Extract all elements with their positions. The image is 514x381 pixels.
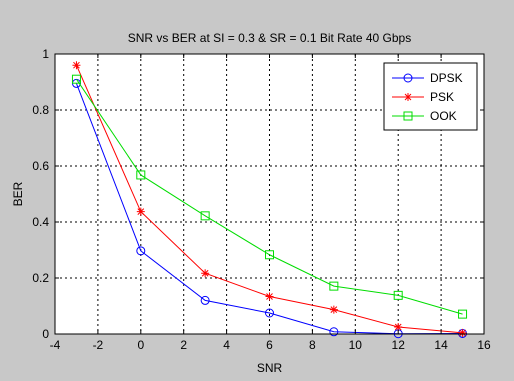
chart-title: SNR vs BER at SI = 0.3 & SR = 0.1 Bit Ra…: [128, 31, 411, 45]
data-point-psk: [394, 323, 403, 331]
y-tick-label: 0.8: [32, 103, 49, 117]
legend-marker-dpsk: [403, 73, 413, 83]
x-tick-label: 16: [477, 338, 491, 352]
x-tick-label: -2: [93, 338, 104, 352]
data-point-dpsk: [136, 246, 146, 256]
data-point-ook: [458, 309, 468, 319]
legend-item-psk: PSK: [392, 90, 454, 104]
data-point-ook: [393, 290, 403, 300]
y-tick-label: 0.4: [32, 215, 49, 229]
x-tick-label: 0: [137, 338, 144, 352]
x-axis-label: SNR: [257, 361, 283, 375]
data-point-ook: [200, 211, 210, 221]
legend-item-ook: OOK: [392, 109, 457, 123]
legend-label-psk: PSK: [430, 90, 454, 104]
y-tick-label: 0.6: [32, 159, 49, 173]
data-point-dpsk: [200, 295, 210, 305]
data-point-psk: [329, 305, 338, 314]
x-tick-label: 12: [392, 338, 406, 352]
x-tick-label: 4: [223, 338, 230, 352]
data-point-psk: [201, 269, 210, 278]
x-tick-label: 14: [434, 338, 448, 352]
y-tick-label: 0: [42, 327, 49, 341]
y-tick-labels: 0 0.2 0.4 0.6 0.8 1: [32, 47, 49, 341]
data-point-ook: [329, 281, 339, 291]
x-tick-label: -4: [50, 338, 61, 352]
series-psk: [72, 61, 467, 337]
data-point-ook: [265, 250, 274, 260]
data-point-psk: [72, 61, 81, 70]
legend-marker-ook: [403, 111, 413, 121]
series-line-ook: [76, 78, 463, 315]
x-tick-label: 6: [266, 338, 273, 352]
y-tick-label: 0.2: [32, 271, 49, 285]
data-point-psk: [458, 328, 467, 337]
data-point-ook: [71, 74, 81, 84]
legend-label-ook: OOK: [430, 109, 457, 123]
data-point-psk: [136, 207, 145, 216]
x-tick-label: 8: [309, 338, 316, 352]
legend-label-dpsk: DPSK: [430, 71, 463, 85]
ticks: [54, 53, 485, 335]
y-axis-label: BER: [11, 181, 25, 206]
data-point-ook: [136, 170, 146, 180]
data-point-dpsk: [329, 327, 339, 337]
legend-marker-psk: [404, 93, 412, 101]
y-tick-label: 1: [42, 47, 49, 61]
data-point-psk: [265, 292, 274, 301]
x-tick-label: 10: [349, 338, 363, 352]
data-point-dpsk: [265, 308, 274, 318]
x-tick-labels: -4 -2 0 2 4 6 8 10 12 14 16: [50, 338, 491, 352]
x-tick-label: 2: [180, 338, 187, 352]
series-ook: [71, 74, 468, 319]
legend: DPSK PSK OOK: [383, 62, 478, 131]
legend-item-dpsk: DPSK: [392, 71, 463, 85]
